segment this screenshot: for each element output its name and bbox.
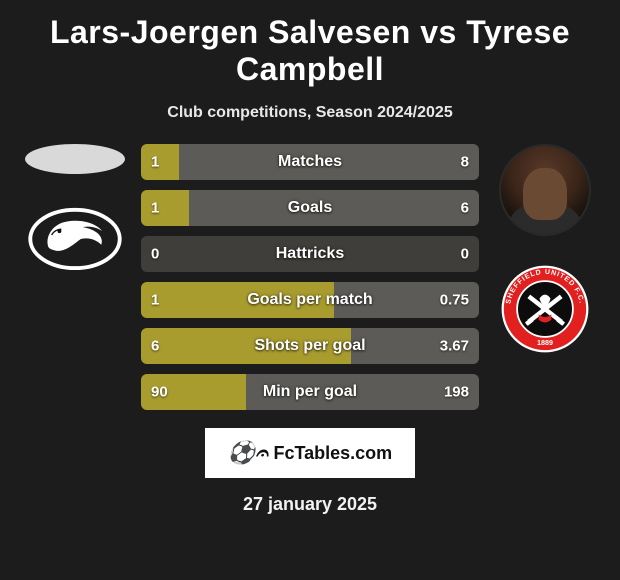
fctables-mark-icon: ⚽𝄐 (228, 440, 268, 466)
main-row: 18Matches16Goals00Hattricks10.75Goals pe… (0, 144, 620, 410)
stat-row: 16Goals (141, 190, 479, 226)
stat-row: 0 0Hattricks (141, 236, 479, 272)
stat-row: 10.75Goals per match (141, 282, 479, 318)
stat-right-value: 6 (461, 200, 469, 217)
stat-left-value: 1 (151, 200, 159, 217)
fctables-text: FcTables.com (273, 443, 392, 464)
stat-label: Hattricks (141, 245, 479, 263)
stat-left-fill (141, 282, 334, 318)
stat-left-value: 6 (151, 338, 159, 355)
stat-left-value: 1 (151, 292, 159, 309)
derby-county-logo-icon (26, 202, 124, 272)
date-text: 27 january 2025 (0, 478, 620, 515)
stat-left-fill (141, 328, 351, 364)
sheffield-year: 1889 (537, 338, 553, 347)
right-column: SHEFFIELD UNITED F.C. 1889 (485, 144, 605, 354)
comparison-card: Lars-Joergen Salvesen vs Tyrese Campbell… (0, 0, 620, 580)
stat-right-fill (189, 190, 479, 226)
stat-row: 18Matches (141, 144, 479, 180)
stat-right-value: 0.75 (440, 292, 469, 309)
page-title: Lars-Joergen Salvesen vs Tyrese Campbell (0, 0, 620, 94)
stat-left-value: 1 (151, 154, 159, 171)
stat-left-value: 0 (151, 246, 159, 263)
stat-right-fill (179, 144, 479, 180)
stat-row: 63.67Shots per goal (141, 328, 479, 364)
stat-left-fill (141, 190, 189, 226)
stat-right-value: 3.67 (440, 338, 469, 355)
stat-right-value: 8 (461, 154, 469, 171)
fctables-logo: ⚽𝄐 FcTables.com (205, 428, 415, 478)
left-column (15, 144, 135, 272)
player-silhouette-icon (25, 144, 125, 174)
stat-left-fill (141, 144, 179, 180)
stat-row: 90198Min per goal (141, 374, 479, 410)
stat-right-value: 198 (444, 384, 469, 401)
sheffield-united-logo-icon: SHEFFIELD UNITED F.C. 1889 (500, 264, 590, 354)
subtitle: Club competitions, Season 2024/2025 (0, 94, 620, 144)
stat-left-value: 90 (151, 384, 168, 401)
stat-right-value: 0 (461, 246, 469, 263)
stat-bars: 18Matches16Goals00Hattricks10.75Goals pe… (135, 144, 485, 410)
player-photo-icon (499, 144, 591, 236)
